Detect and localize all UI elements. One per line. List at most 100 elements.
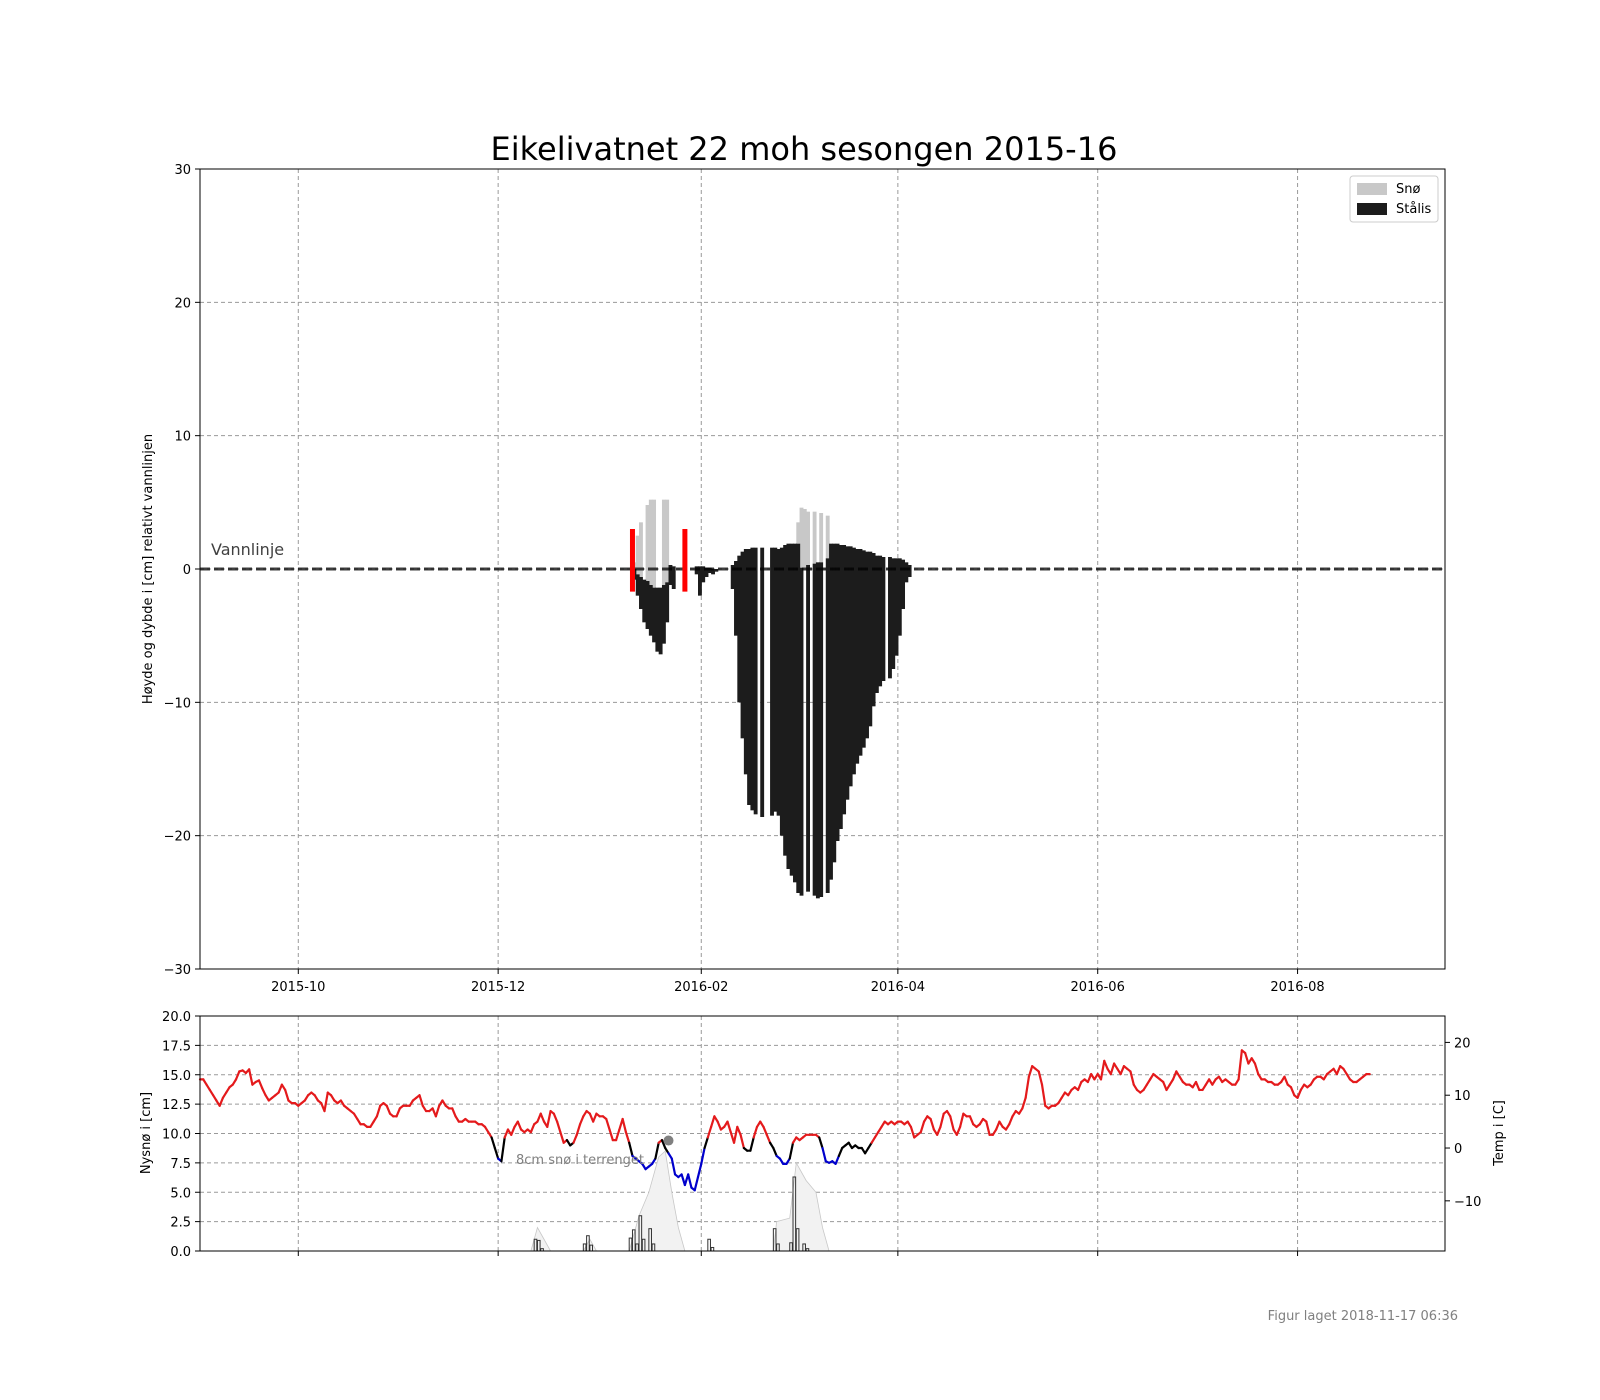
temperature-segment	[323, 1091, 329, 1113]
temperature-segment	[752, 1125, 759, 1139]
top-y-axis-label: Høyde og dybde i [cm] relativt vannlinje…	[141, 434, 156, 704]
temperature-segment	[503, 1128, 510, 1139]
temperature-segment	[578, 1115, 585, 1126]
temperature-segment	[726, 1120, 732, 1134]
ice-bar	[645, 581, 650, 629]
temperature-segment	[1283, 1075, 1289, 1086]
ice-bar	[812, 563, 817, 896]
ice-bar	[894, 558, 899, 656]
bottom-right-y-tick-label: −10	[1454, 1195, 1481, 1210]
snow-bar	[799, 507, 804, 568]
snow-bar	[806, 511, 810, 565]
temperature-segment	[834, 1154, 840, 1165]
temperature-segment	[949, 1115, 955, 1131]
bottom-y-tick-label: 5.0	[170, 1186, 191, 1201]
ice-bar	[773, 547, 778, 812]
ice-bar	[704, 567, 709, 577]
legend-label-ice: Stålis	[1396, 202, 1432, 217]
bottom-y-tick-label: 15.0	[162, 1069, 191, 1084]
temperature-segment	[821, 1146, 827, 1163]
terrain-snow-area	[628, 1150, 686, 1252]
temperature-segment	[716, 1120, 723, 1131]
temperature-segment	[385, 1104, 392, 1115]
ice-bar	[835, 543, 840, 841]
temperature-segment	[1296, 1088, 1302, 1099]
temperature-segment	[628, 1141, 634, 1158]
temperature-segment	[739, 1133, 745, 1150]
temperature-segment	[749, 1136, 755, 1152]
temperature-segment	[1037, 1070, 1044, 1086]
top-y-tick-label: 20	[174, 296, 191, 311]
ice-bar	[789, 543, 794, 876]
temperature-segment	[1237, 1049, 1243, 1081]
temperature-segment	[1027, 1065, 1034, 1078]
temperature-segment	[1289, 1086, 1296, 1097]
ice-bar	[743, 549, 748, 775]
ice-bar	[648, 585, 653, 636]
snow-bar	[645, 505, 650, 581]
temperature-segment	[418, 1094, 424, 1107]
temperature-line	[198, 1049, 1371, 1192]
temperature-segment	[614, 1128, 621, 1142]
temperature-segment	[608, 1128, 614, 1142]
temperature-segment	[546, 1109, 552, 1128]
temperature-segment	[732, 1125, 739, 1144]
temperature-segment	[1162, 1080, 1168, 1092]
temperature-segment	[929, 1117, 935, 1131]
ice-bar	[861, 550, 866, 748]
ice-bar	[698, 566, 702, 596]
ice-bar	[881, 557, 886, 681]
top-axis-ticks: −30 −20 −10 0 10 20 30 2015-10 2015-12 2016-02 201…	[164, 163, 1325, 995]
temperature-segment	[539, 1112, 546, 1123]
ice-bar	[845, 546, 850, 800]
temperature-segment	[1008, 1115, 1014, 1126]
ice-bar	[799, 567, 804, 896]
chart-title: Eikelivatnet 22 moh sesongen 2015-16	[491, 130, 1118, 168]
temperature-segment	[765, 1133, 772, 1144]
snow-depth-marker	[663, 1135, 674, 1146]
temperature-segment	[1040, 1083, 1047, 1107]
temperature-segment	[670, 1157, 677, 1176]
top-x-tick-label: 2016-08	[1270, 980, 1324, 995]
snow-bar	[812, 511, 817, 564]
bottom-right-y-tick-label: 0	[1454, 1142, 1462, 1157]
ice-bar	[848, 546, 853, 787]
temperature-segment	[696, 1162, 703, 1179]
top-y-tick-label: −20	[164, 830, 191, 845]
ice-bar	[829, 543, 833, 880]
temperature-segment	[1194, 1080, 1201, 1092]
ice-bar	[711, 569, 715, 575]
temperature-segment	[837, 1146, 844, 1158]
temperature-segment	[939, 1112, 945, 1128]
temperature-segment	[985, 1120, 991, 1136]
waterline-label: Vannlinje	[211, 540, 284, 559]
bottom-y-tick-label: 0.0	[170, 1245, 191, 1260]
footer-timestamp: Figur laget 2018-11-17 06:36	[1268, 1309, 1458, 1324]
temperature-segment	[1109, 1062, 1116, 1076]
ice-bar	[865, 551, 869, 739]
ice-bar	[665, 582, 670, 623]
snow-bar	[819, 513, 824, 563]
temperature-segment	[1335, 1065, 1342, 1076]
temperature-segment	[1086, 1072, 1093, 1084]
temperature-segment	[736, 1125, 742, 1136]
temperature-segment	[234, 1070, 241, 1081]
temperature-segment	[624, 1131, 631, 1144]
temperature-segment	[1129, 1070, 1135, 1086]
ice-bar	[891, 558, 896, 669]
bottom-right-y-tick-label: 10	[1454, 1089, 1471, 1104]
temperature-segment	[500, 1136, 506, 1163]
ice-bar	[760, 547, 765, 817]
legend-swatch-snow	[1357, 183, 1387, 195]
legend-label-snow: Snø	[1396, 182, 1420, 197]
ice-bar	[668, 565, 673, 585]
temperature-segment	[510, 1125, 516, 1136]
temperature-segment	[592, 1112, 598, 1123]
temperature-segment	[703, 1136, 709, 1150]
snow-bar	[635, 535, 640, 575]
ice-bar	[671, 566, 676, 589]
ice-bar	[658, 587, 663, 655]
ice-bar	[783, 545, 788, 856]
temperature-segment	[955, 1125, 962, 1136]
temperature-segment	[1024, 1075, 1031, 1099]
